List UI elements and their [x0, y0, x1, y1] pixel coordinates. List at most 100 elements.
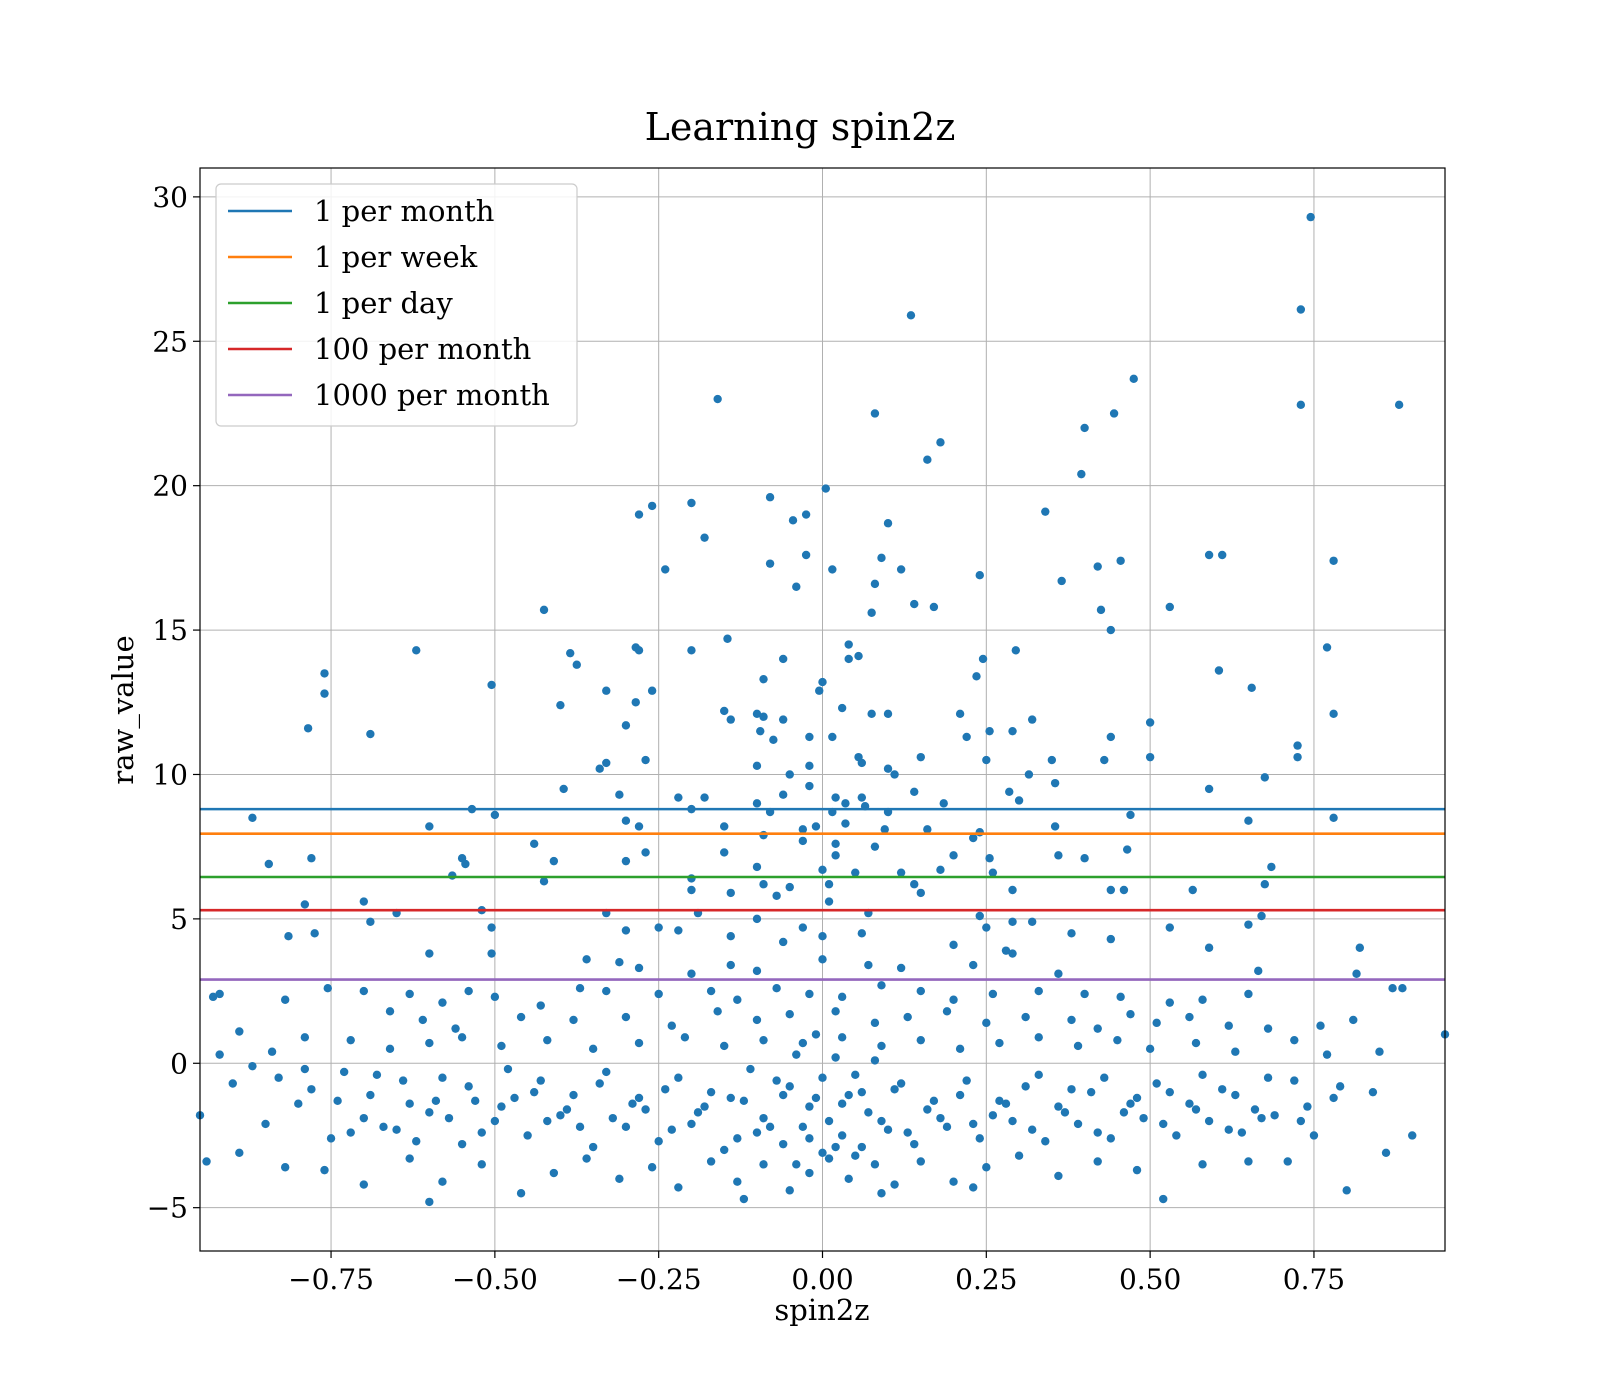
data-point [602, 1067, 611, 1077]
data-point [801, 550, 811, 560]
data-point [870, 1018, 880, 1028]
data-point [497, 1041, 506, 1051]
data-point [1188, 885, 1197, 895]
data-point [654, 923, 663, 932]
data-point [487, 923, 496, 932]
data-point [936, 865, 945, 874]
data-point [831, 1007, 840, 1016]
data-point [687, 885, 696, 895]
data-point [503, 1064, 513, 1074]
data-point [726, 888, 735, 898]
data-point [300, 1033, 310, 1042]
data-point [982, 923, 991, 932]
data-point [916, 1035, 925, 1045]
data-point [1122, 845, 1132, 854]
data-point [723, 634, 732, 643]
legend-box [215, 183, 578, 427]
data-point [923, 825, 932, 834]
data-point [1270, 1111, 1279, 1120]
data-point [772, 891, 781, 900]
x-axis-ticks: −0.75 −0.50 −0.25 0.00 0.25 0.50 0.75 [288, 1251, 1345, 1296]
data-point [923, 455, 932, 464]
data-point [929, 602, 939, 612]
data-point [1329, 813, 1338, 822]
data-point [1290, 1035, 1299, 1045]
data-point [1214, 666, 1224, 675]
data-point [801, 510, 811, 519]
data-point [726, 932, 735, 941]
data-point [1250, 1105, 1260, 1114]
data-point [1283, 1157, 1292, 1166]
data-point [785, 1082, 794, 1091]
data-point [1014, 1151, 1024, 1160]
data-point [1204, 1116, 1214, 1126]
data-point [1109, 409, 1119, 418]
data-point [615, 790, 624, 799]
data-point [1116, 556, 1125, 565]
data-point [1185, 1012, 1194, 1022]
data-point [1126, 810, 1135, 820]
data-point [1152, 1079, 1161, 1088]
data-point [280, 995, 290, 1004]
y-tick-label: 5 [170, 903, 188, 936]
data-point [818, 677, 827, 687]
data-point [1388, 983, 1397, 993]
data-point [425, 949, 434, 958]
data-point [1152, 1018, 1161, 1028]
data-point [720, 1041, 729, 1051]
data-point [720, 706, 729, 716]
data-point [602, 758, 611, 768]
data-point [857, 929, 867, 938]
data-point [942, 1007, 952, 1016]
data-point [1119, 885, 1129, 895]
data-point [805, 1102, 814, 1111]
data-point [837, 992, 847, 1002]
data-point [1145, 1044, 1155, 1054]
data-point [733, 1177, 742, 1186]
data-point [720, 1145, 729, 1155]
data-point [837, 1099, 847, 1108]
data-point [641, 1105, 650, 1114]
data-point [765, 493, 775, 502]
data-point [896, 565, 906, 574]
data-point [936, 1113, 945, 1123]
data-point [1191, 1038, 1201, 1048]
data-point [264, 859, 274, 869]
data-point [1001, 1099, 1011, 1108]
data-point [1204, 943, 1214, 952]
data-point [569, 1015, 578, 1025]
data-point [985, 726, 994, 736]
data-point [461, 859, 470, 869]
data-point [438, 1073, 447, 1082]
data-point [248, 813, 257, 822]
data-point [864, 1108, 873, 1117]
y-tick-label: 20 [152, 470, 188, 503]
data-point [1132, 1093, 1142, 1103]
legend-entry-label: 100 per month [314, 332, 531, 366]
data-point [687, 498, 696, 508]
data-point [323, 983, 332, 993]
data-point [634, 963, 644, 973]
data-point [667, 1021, 676, 1030]
data-point [621, 1012, 631, 1022]
data-point [615, 1174, 624, 1184]
data-point [1198, 995, 1207, 1004]
data-point [955, 709, 965, 719]
data-point [1008, 917, 1017, 926]
data-point [661, 1085, 670, 1094]
data-point [818, 865, 827, 874]
data-point [988, 1111, 998, 1120]
data-point [910, 599, 919, 609]
legend: 1 per month 1 per week 1 per day 100 per mo… [215, 183, 578, 427]
data-point [1119, 1108, 1129, 1117]
data-point [536, 1001, 545, 1010]
data-point [995, 1096, 1004, 1106]
data-point [756, 726, 765, 736]
data-point [1375, 1047, 1384, 1056]
data-point [831, 793, 840, 802]
data-point [1329, 709, 1338, 719]
data-point [457, 1033, 467, 1042]
data-point [752, 1015, 762, 1025]
data-point [490, 1116, 500, 1126]
data-point [654, 1137, 663, 1146]
